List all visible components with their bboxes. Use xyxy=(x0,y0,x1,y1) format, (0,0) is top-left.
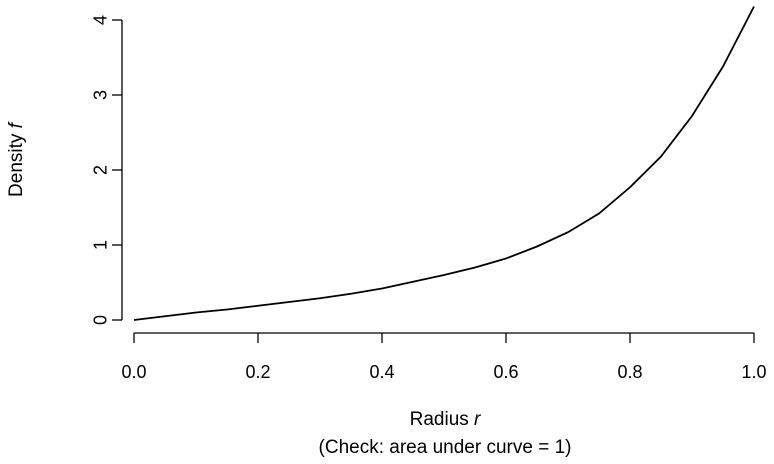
x-tick-label: 0.8 xyxy=(617,362,642,382)
x-tick-label: 0.4 xyxy=(369,362,394,382)
y-axis-label: Density f xyxy=(6,121,27,197)
x-tick-label: 0.0 xyxy=(121,362,146,382)
y-tick-label: 2 xyxy=(90,165,110,175)
y-tick-label: 1 xyxy=(90,240,110,250)
x-tick-label: 1.0 xyxy=(741,362,766,382)
caption: (Check: area under curve = 1) xyxy=(319,437,572,458)
y-tick-label: 0 xyxy=(90,315,110,325)
density-curve xyxy=(133,6,755,321)
y-tick-label: 4 xyxy=(90,15,110,25)
y-axis: 0 1 2 3 4 xyxy=(90,15,123,325)
y-tick-label: 3 xyxy=(90,90,110,100)
x-axis-label: Radius r xyxy=(410,409,481,430)
x-axis: 0.0 0.2 0.4 0.6 0.8 1.0 xyxy=(121,332,767,382)
plot-area xyxy=(133,6,755,321)
x-tick-label: 0.2 xyxy=(245,362,270,382)
x-tick-label: 0.6 xyxy=(493,362,518,382)
